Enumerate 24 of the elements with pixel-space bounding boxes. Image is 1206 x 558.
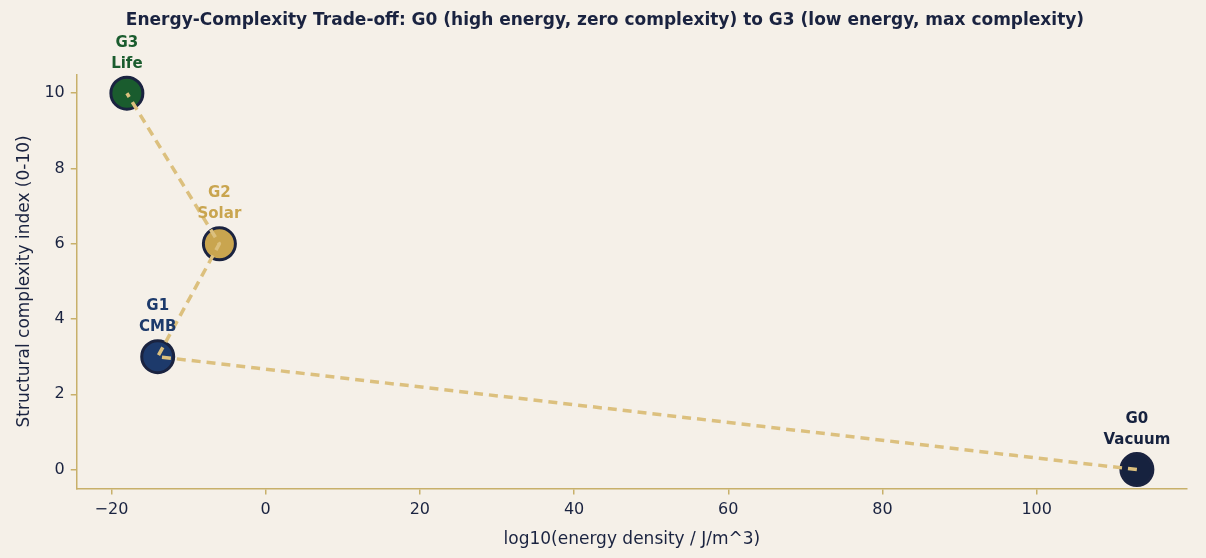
x-tick-label: 60 <box>718 499 739 519</box>
y-tick-label: 10 <box>44 82 65 102</box>
x-tick-label: 20 <box>409 499 431 519</box>
chart-title: Energy-Complexity Trade-off: G0 (high energy, zero complexity) to G3 (low energy, max complexity) <box>125 8 1085 29</box>
point <box>140 339 176 375</box>
series-label: G2 Solar <box>197 183 242 223</box>
y-tick-label: 2 <box>54 383 65 403</box>
y-tick-label: 0 <box>54 458 65 478</box>
series-label: G3 Life <box>111 32 143 72</box>
point <box>201 226 237 262</box>
y-axis-title: Structural complexity index (0-10) <box>12 135 33 428</box>
x-tick-label: 100 <box>1021 499 1052 519</box>
y-tick-label: 8 <box>54 157 65 177</box>
series-label: G0 Vacuum <box>1103 408 1171 448</box>
y-tick-label: 4 <box>54 308 65 328</box>
point <box>1119 452 1155 488</box>
x-tick-label: 40 <box>563 499 585 519</box>
series-label: G1 CMB <box>139 296 177 336</box>
x-tick-label: 0 <box>260 499 271 519</box>
x-axis-title: log10(energy density / J/m^3) <box>503 528 761 549</box>
x-tick-label: −20 <box>94 499 129 519</box>
x-tick-label: 80 <box>872 499 893 519</box>
y-tick-label: 6 <box>54 232 65 252</box>
point <box>109 75 145 111</box>
